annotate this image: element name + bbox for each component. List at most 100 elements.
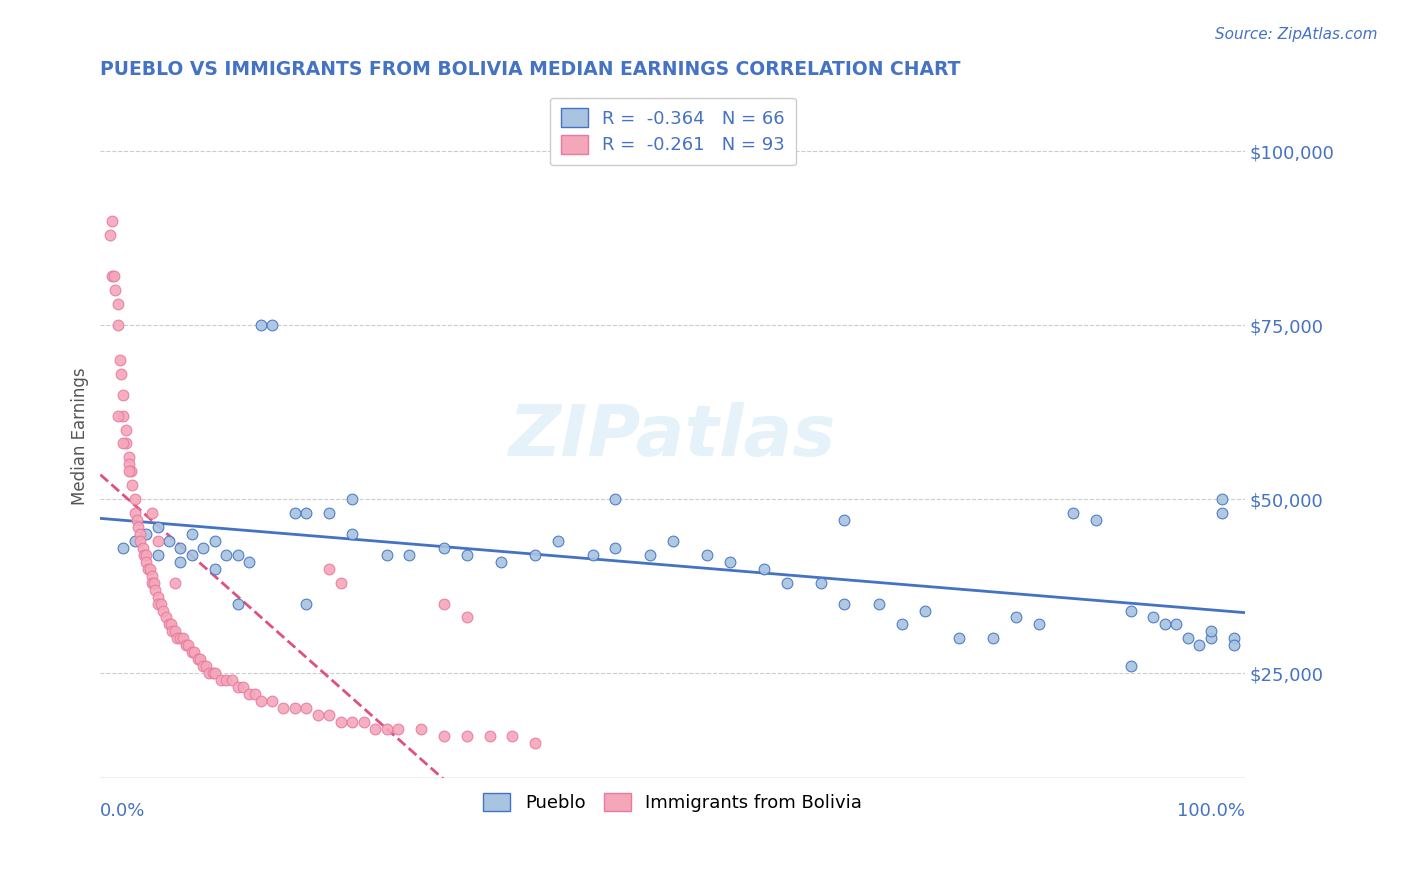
Point: [754, 562, 776, 576]
Point: [143, 582, 166, 597]
Point: [129, 533, 152, 548]
Point: [284, 701, 307, 715]
Point: [129, 527, 152, 541]
Point: [194, 659, 217, 673]
Point: [340, 714, 363, 729]
Point: [108, 353, 131, 368]
Point: [868, 597, 890, 611]
Point: [181, 548, 204, 562]
Point: [146, 597, 169, 611]
Point: [318, 506, 340, 520]
Point: [215, 673, 238, 687]
Point: [1199, 624, 1222, 639]
Point: [135, 555, 157, 569]
Point: [169, 555, 191, 569]
Point: [146, 548, 169, 562]
Point: [307, 707, 329, 722]
Point: [318, 562, 340, 576]
Point: [163, 624, 186, 639]
Point: [478, 729, 501, 743]
Point: [104, 283, 127, 297]
Point: [187, 652, 209, 666]
Point: [157, 533, 180, 548]
Point: [456, 729, 478, 743]
Text: ZIPatlas: ZIPatlas: [509, 402, 837, 471]
Point: [112, 541, 135, 555]
Point: [1028, 617, 1050, 632]
Point: [581, 548, 603, 562]
Point: [524, 548, 547, 562]
Point: [118, 458, 141, 472]
Point: [1222, 638, 1244, 652]
Point: [169, 541, 191, 555]
Point: [141, 506, 163, 520]
Point: [114, 436, 136, 450]
Point: [226, 680, 249, 694]
Y-axis label: Median Earnings: Median Earnings: [72, 368, 89, 505]
Text: 0.0%: 0.0%: [100, 802, 146, 820]
Point: [162, 624, 184, 639]
Point: [456, 548, 478, 562]
Point: [135, 548, 157, 562]
Point: [166, 632, 188, 646]
Point: [193, 541, 215, 555]
Point: [524, 736, 547, 750]
Point: [232, 680, 254, 694]
Point: [238, 555, 260, 569]
Point: [810, 575, 832, 590]
Point: [146, 533, 169, 548]
Point: [284, 506, 307, 520]
Point: [209, 673, 232, 687]
Point: [489, 555, 512, 569]
Point: [150, 597, 173, 611]
Point: [1222, 632, 1244, 646]
Point: [103, 269, 125, 284]
Point: [107, 297, 129, 311]
Point: [204, 562, 226, 576]
Point: [135, 527, 157, 541]
Point: [125, 513, 148, 527]
Point: [107, 318, 129, 332]
Point: [375, 722, 398, 736]
Point: [1062, 506, 1084, 520]
Point: [118, 450, 141, 465]
Point: [172, 632, 194, 646]
Point: [110, 367, 132, 381]
Point: [138, 562, 160, 576]
Point: [981, 632, 1004, 646]
Point: [215, 548, 238, 562]
Point: [353, 714, 375, 729]
Point: [177, 638, 200, 652]
Point: [1211, 506, 1233, 520]
Point: [114, 423, 136, 437]
Point: [433, 597, 456, 611]
Point: [124, 506, 146, 520]
Point: [146, 590, 169, 604]
Point: [112, 436, 135, 450]
Point: [157, 617, 180, 632]
Point: [364, 722, 387, 736]
Point: [174, 638, 197, 652]
Point: [260, 694, 283, 708]
Point: [260, 318, 283, 332]
Point: [249, 694, 271, 708]
Point: [605, 541, 627, 555]
Text: PUEBLO VS IMMIGRANTS FROM BOLIVIA MEDIAN EARNINGS CORRELATION CHART: PUEBLO VS IMMIGRANTS FROM BOLIVIA MEDIAN…: [100, 60, 960, 78]
Point: [141, 575, 163, 590]
Point: [409, 722, 432, 736]
Point: [188, 652, 211, 666]
Point: [696, 548, 718, 562]
Point: [146, 520, 169, 534]
Point: [433, 729, 456, 743]
Point: [181, 645, 204, 659]
Point: [661, 533, 683, 548]
Point: [221, 673, 243, 687]
Point: [160, 617, 183, 632]
Point: [1154, 617, 1177, 632]
Point: [295, 701, 318, 715]
Point: [201, 666, 224, 681]
Point: [340, 492, 363, 507]
Point: [776, 575, 799, 590]
Point: [914, 603, 936, 617]
Point: [1005, 610, 1028, 624]
